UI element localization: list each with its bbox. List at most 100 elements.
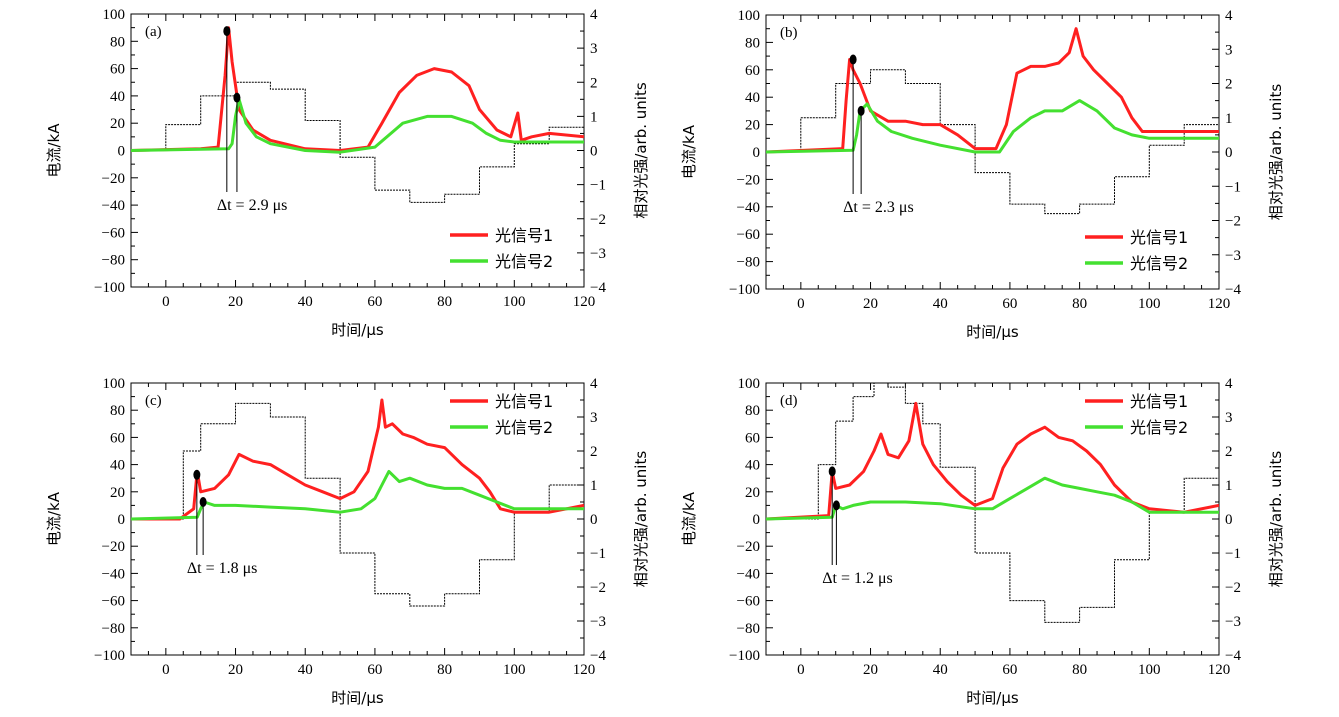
y-tick-label: 40 <box>110 89 125 105</box>
y2-axis-title: 相对光强/arb. units <box>1267 84 1285 221</box>
y-axis-title: 电流/kA <box>680 124 698 179</box>
legend-label: 光信号2 <box>1130 418 1188 437</box>
y-tick-label: −40 <box>102 566 125 582</box>
y-tick-label: −80 <box>102 253 125 269</box>
data-area <box>766 27 1219 215</box>
x-tick-label: 0 <box>797 296 805 312</box>
panel-label: (b) <box>780 25 798 41</box>
y2-tick-label: −1 <box>1225 546 1241 562</box>
chart-panel-4: 0 20 40 60 80 100 120−100−80−60−40−20020406080… <box>680 376 1285 707</box>
y-tick-label: 60 <box>110 430 125 446</box>
y2-axis-title: 相对光强/arb. units <box>632 451 650 588</box>
x-tick-label: 20 <box>863 296 878 312</box>
x-tick-label: 0 <box>162 662 170 678</box>
x-tick-label: 20 <box>863 662 878 678</box>
data-area <box>131 398 584 607</box>
y-tick-label: −60 <box>102 225 125 241</box>
series-line-1 <box>131 26 584 152</box>
y2-tick-label: −3 <box>590 246 606 262</box>
series-line-1 <box>766 27 1219 154</box>
delta-t-annotation: Δt = 1.8 μs <box>187 560 258 577</box>
x-tick-label: 120 <box>573 662 596 678</box>
y-tick-label: −40 <box>737 566 760 582</box>
y2-tick-label: 1 <box>1225 478 1233 494</box>
x-axis-title: 时间/μs <box>966 689 1019 707</box>
y-tick-label: −40 <box>102 198 125 214</box>
chart-panel-2: 0 20 40 60 80 100 120−100−80−60−40−20020406080… <box>680 8 1285 341</box>
chart-panel-3: 0 20 40 60 80 100 120−100−80−60−40−20020406080… <box>45 376 650 707</box>
y-tick-label: −60 <box>737 594 760 610</box>
x-tick-label: 60 <box>1002 662 1017 678</box>
y2-tick-label: 2 <box>1225 444 1233 460</box>
y-axis-title: 电流/kA <box>45 491 63 546</box>
y-tick-label: 20 <box>745 485 760 501</box>
x-tick-label: 40 <box>933 296 948 312</box>
series-line-2 <box>131 97 584 154</box>
y2-tick-label: 3 <box>1225 410 1233 426</box>
y2-axis-title: 相对光强/arb. units <box>1267 451 1285 588</box>
y2-tick-label: 4 <box>590 376 598 392</box>
delta-t-annotation: Δt = 1.2 μs <box>822 570 893 587</box>
x-tick-label: 80 <box>437 294 452 310</box>
y-tick-label: −100 <box>729 648 760 664</box>
y-tick-label: −20 <box>737 172 760 188</box>
x-tick-label: 100 <box>1138 296 1161 312</box>
legend-label: 光信号1 <box>1130 228 1188 247</box>
x-axis-title: 时间/μs <box>331 689 384 707</box>
y2-tick-label: −3 <box>1225 248 1241 264</box>
x-tick-label: 60 <box>367 294 382 310</box>
x-tick-label: 20 <box>228 662 243 678</box>
y2-tick-label: 3 <box>590 41 598 57</box>
x-tick-label: 20 <box>228 294 243 310</box>
x-tick-label: 120 <box>573 294 596 310</box>
y2-tick-label: −1 <box>590 546 606 562</box>
x-tick-label: 120 <box>1208 296 1231 312</box>
x-tick-label: 100 <box>503 294 526 310</box>
data-area <box>766 383 1219 623</box>
delta-t-annotation: Δt = 2.9 μs <box>217 197 288 214</box>
y-tick-label: −20 <box>737 539 760 555</box>
y2-tick-label: 1 <box>590 478 598 494</box>
y2-tick-label: 0 <box>1225 512 1233 528</box>
x-tick-label: 80 <box>1072 662 1087 678</box>
y2-tick-label: −4 <box>1225 648 1241 664</box>
y-tick-label: 60 <box>110 62 125 78</box>
y2-tick-label: 0 <box>590 144 598 160</box>
series-line-2 <box>766 99 1219 154</box>
y-tick-label: 20 <box>110 485 125 501</box>
y2-tick-label: −3 <box>590 614 606 630</box>
y-tick-label: 60 <box>745 63 760 79</box>
x-tick-label: 100 <box>503 662 526 678</box>
data-area <box>131 26 584 203</box>
y-axis-title: 电流/kA <box>680 491 698 546</box>
y2-tick-label: 0 <box>1225 145 1233 161</box>
y-tick-label: 80 <box>745 403 760 419</box>
y2-axis-title: 相对光强/arb. units <box>632 82 650 219</box>
y-tick-label: 0 <box>753 512 761 528</box>
y2-tick-label: −2 <box>1225 580 1241 596</box>
y2-tick-label: 2 <box>590 75 598 91</box>
panel-label: (d) <box>780 393 798 409</box>
y-tick-label: −80 <box>737 255 760 271</box>
x-axis-title: 时间/μs <box>331 321 384 339</box>
y2-tick-label: 4 <box>1225 376 1233 392</box>
y2-tick-label: 3 <box>1225 42 1233 58</box>
series-line-2 <box>766 476 1219 521</box>
y-tick-label: 60 <box>745 430 760 446</box>
y2-tick-label: −4 <box>1225 282 1241 298</box>
delta-t-annotation: Δt = 2.3 μs <box>843 199 914 216</box>
peak-marker <box>828 466 836 477</box>
x-tick-label: 40 <box>298 294 313 310</box>
current-series-line <box>766 383 1219 623</box>
peak-marker <box>193 469 201 480</box>
y-tick-label: −60 <box>737 227 760 243</box>
peak-marker <box>849 54 857 65</box>
x-tick-label: 60 <box>1002 296 1017 312</box>
y2-tick-label: −2 <box>590 580 606 596</box>
y-tick-label: −100 <box>94 648 125 664</box>
panel-label: (a) <box>145 24 162 40</box>
y-tick-label: 20 <box>745 118 760 134</box>
legend-label: 光信号1 <box>1130 392 1188 411</box>
y2-tick-label: −4 <box>590 280 606 296</box>
